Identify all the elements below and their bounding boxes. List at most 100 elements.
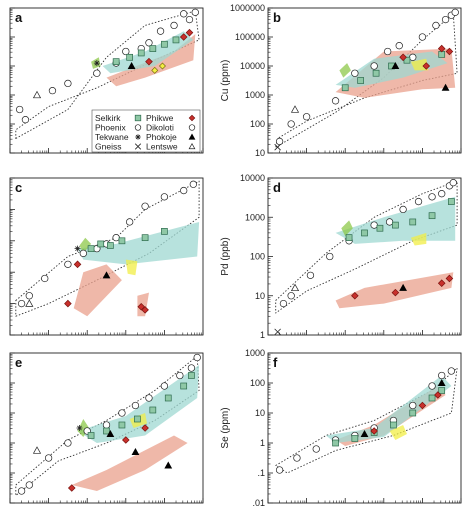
point-phikwe-b [399,53,407,62]
point-phoenix-c [79,249,87,258]
legend-marker [134,114,142,122]
plot-frame-f [267,352,462,504]
y-tick-label-f: .1 [257,468,265,478]
panel-label-b: b [273,10,281,25]
legend-marker [188,133,196,140]
point-selkirk-d [345,234,353,242]
point-phoenix-a [122,47,130,56]
point-phoenix-e [193,353,201,362]
point-phikwe-a [179,33,188,41]
point-phikwe-c [141,306,149,314]
panel-label-d: d [273,180,281,195]
point-selkirk-a [126,53,134,61]
y-tick-label-d: 1 [260,330,265,340]
plot-frame-c [9,177,204,336]
panel-label-f: f [273,355,278,370]
point-selkirk-f [390,421,397,429]
point-phoenix-b [409,53,417,61]
point-tekwane-a [93,60,100,67]
field-phoenix-a [102,31,194,74]
point-phoenix-f [293,454,301,462]
point-phikwe-d [437,279,446,287]
point-phoenix-b [302,113,311,121]
point-selkirk-a [112,58,120,66]
point-phokoje-e [164,461,173,469]
point-phoenix-d [279,299,288,308]
point-phoenix-c [180,186,188,195]
point-selkirk-e [103,427,110,435]
point-selkirk-f [332,439,339,447]
point-phoenix-b [370,62,378,70]
y-tick-label-b: 10000 [240,61,265,71]
legend-marker [134,143,142,150]
point-selkirk-c [141,234,149,242]
point-phoenix-b [287,120,295,128]
point-selkirk-d [448,198,455,205]
point-selkirk-a [172,36,180,44]
point-phoenix-e [160,382,169,390]
point-phoenix-a [180,10,188,18]
point-phikwe-a [185,28,194,37]
legend-label: Gneiss [95,142,121,152]
y-tick-label-b: 10 [255,148,265,158]
legend-marker [188,114,196,122]
point-phikwe-d [351,291,359,300]
point-phoenix-d [399,205,407,214]
point-selkirk-c [118,237,126,245]
point-selkirk-f [351,435,359,442]
field-outline-e [15,355,200,496]
point-phoenix-f [275,466,284,474]
legend-label: Phokoje [146,132,177,142]
point-phoenix-a [16,105,24,114]
point-phoenix-d [370,221,378,229]
point-selkirk-e [164,394,172,402]
point-selkirk-c [87,245,95,252]
point-phoenix-f [409,401,417,410]
point-phikwe-f [434,391,442,399]
point-phokoje-c [102,271,111,279]
field-phoenix-d [335,196,456,244]
legend-marker [188,124,196,131]
point-selkirk-a [161,40,168,48]
point-phoenix-e [25,481,33,489]
point-phikwe-c [73,260,82,269]
y-tick-label-f: 1000 [245,348,265,358]
point-phoenix-b [351,69,359,77]
point-phoenix-b [395,42,403,50]
panel-label-e: e [15,355,22,370]
point-selkirk-d [428,212,436,220]
point-phoenix-c [189,180,198,188]
point-phokoje-f [437,378,446,386]
point-phoenix-c [160,193,169,201]
point-phoenix-a [21,115,30,124]
point-phoenix-f [428,382,436,390]
point-selkirk-e [134,415,141,423]
point-selkirk-e [149,406,157,414]
point-selkirk-b [357,77,364,84]
point-phikwe-f [370,427,378,435]
point-lentswe-e [32,446,42,454]
field-selkirk-c [73,264,122,317]
point-phoenix-e [44,454,53,462]
point-lentswe-b [290,105,300,113]
point-phoenix-c [41,274,49,283]
point-selkirk-c [107,242,114,249]
y-tick-label-d: 10000 [240,173,265,183]
point-phoenix-b [441,15,450,24]
y-tick-label-f: 10 [255,408,265,418]
point-phoenix-e [102,421,111,429]
point-selkirk-c [97,240,105,248]
field-outline-f [275,367,458,474]
point-phikwe-f [418,401,427,410]
point-phoenix-c [25,292,33,300]
point-phoenix-e [17,487,26,495]
y-tick-label-f: .01 [252,498,265,507]
field-tekwane-b [410,58,429,71]
point-selkirk-d [361,229,368,237]
point-selkirk-e [87,432,95,439]
point-phoenix-d [385,218,394,226]
point-selkirk-f [438,387,446,394]
point-phikwe-b [445,47,454,56]
field-tekwane-f [389,425,407,440]
point-phikwe-e [67,484,76,492]
